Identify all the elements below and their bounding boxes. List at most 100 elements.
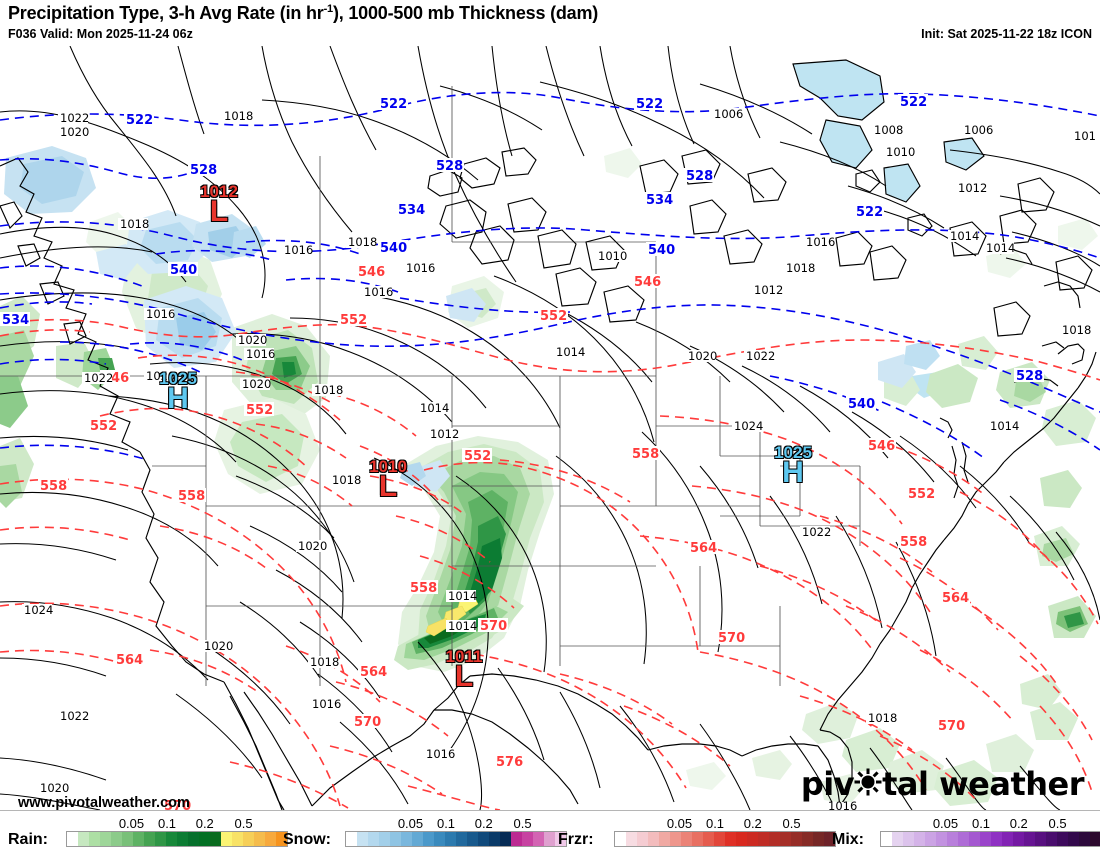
svg-text:546: 546 (868, 439, 895, 454)
legend-swatch (813, 832, 824, 846)
legend-tick-label: 0.1 (705, 816, 725, 831)
pivotal-weather-logo[interactable]: piv tal weather (801, 764, 1085, 804)
svg-text:1018: 1018 (120, 217, 149, 231)
legend-swatch (166, 832, 177, 846)
legend-swatches-frzr (614, 831, 836, 847)
svg-text:576: 576 (496, 755, 523, 770)
legend-swatch (177, 832, 188, 846)
website-url[interactable]: www.pivotalweather.com (18, 795, 190, 810)
svg-text:1010: 1010 (886, 145, 915, 159)
pressure-center-low-1012[interactable]: 1012 L (189, 183, 249, 227)
svg-text:1010: 1010 (598, 249, 627, 263)
legend-ticks-rain: 0.05 0.1 0.2 0.5 (66, 816, 288, 832)
svg-text:1018: 1018 (348, 235, 377, 249)
legend-group-rain: Rain: 0.05 0.1 0.2 0.5 (8, 811, 288, 851)
svg-text:1016: 1016 (806, 235, 835, 249)
legend-swatch (111, 832, 122, 846)
legend-swatch (925, 832, 936, 846)
legend-swatch (122, 832, 133, 846)
legend-swatch (1090, 832, 1100, 846)
coastlines (0, 59, 1097, 810)
legend-swatch (544, 832, 555, 846)
svg-text:522: 522 (856, 205, 883, 220)
svg-text:1022: 1022 (60, 111, 89, 125)
legend-swatch (626, 832, 637, 846)
logo-text-post: tal weather (882, 765, 1084, 803)
legend-tick-label: 0.05 (397, 816, 424, 831)
pressure-center-high-1025-west[interactable]: 1025 H (148, 370, 208, 414)
svg-text:1016: 1016 (364, 285, 393, 299)
pressure-center-high-1025-east[interactable]: 1025 H (763, 444, 823, 488)
legend-tick-label: 0.5 (1048, 816, 1067, 831)
svg-text:1016: 1016 (246, 347, 275, 361)
svg-text:528: 528 (1016, 369, 1043, 384)
svg-text:522: 522 (380, 97, 407, 112)
legend-swatch (467, 832, 478, 846)
legend-swatch (390, 832, 401, 846)
map-canvas[interactable]: 522 522 522 522 522 528 528 528 528 534 … (0, 46, 1100, 810)
svg-text:528: 528 (686, 169, 713, 184)
legend-swatch (412, 832, 423, 846)
legend-swatch (1035, 832, 1046, 846)
mslp-isobars (0, 46, 1100, 810)
svg-text:558: 558 (410, 581, 437, 596)
legend-label-rain: Rain: (8, 831, 48, 848)
legend-swatch (133, 832, 144, 846)
svg-text:1018: 1018 (1062, 323, 1091, 337)
legend-swatch (188, 832, 199, 846)
legend-swatch (210, 832, 221, 846)
svg-text:1014: 1014 (448, 589, 477, 603)
svg-text:1016: 1016 (146, 307, 175, 321)
pressure-center-low-1011[interactable]: 1011 L (434, 648, 494, 692)
legend-tick-label: 0.5 (513, 816, 532, 831)
svg-text:570: 570 (718, 631, 745, 646)
svg-text:1024: 1024 (24, 603, 53, 617)
legend-tick-label: 0.2 (195, 816, 214, 831)
legend-swatch (670, 832, 681, 846)
legend-swatch (144, 832, 155, 846)
sun-gear-icon (854, 768, 882, 796)
legend-swatch (511, 832, 522, 846)
map-graphics: 522 522 522 522 522 528 528 528 528 534 … (0, 46, 1100, 810)
legend-swatch (1057, 832, 1068, 846)
pressure-center-low-1010[interactable]: 1010 L (358, 458, 418, 502)
svg-text:522: 522 (900, 95, 927, 110)
svg-text:1014: 1014 (556, 345, 585, 359)
legend-swatch (434, 832, 445, 846)
title-main: Precipitation Type, 3-h Avg Rate (in hr (8, 3, 324, 23)
legend-swatch (199, 832, 210, 846)
pressure-value: 1010 (369, 457, 408, 476)
legend-swatch (500, 832, 511, 846)
svg-text:552: 552 (246, 403, 273, 418)
svg-text:564: 564 (942, 591, 969, 606)
svg-text:522: 522 (126, 113, 153, 128)
legend-swatch (555, 832, 566, 846)
svg-text:540: 540 (848, 397, 875, 412)
legend-swatch (346, 832, 357, 846)
legend-label-snow: Snow: (283, 831, 331, 848)
legend-group-frzr: Frzr: 0.05 0.1 0.2 0.5 (558, 811, 836, 851)
svg-text:1018: 1018 (310, 655, 339, 669)
svg-text:1024: 1024 (734, 419, 763, 433)
legend-swatch (725, 832, 736, 846)
legend-swatch (489, 832, 500, 846)
svg-text:552: 552 (340, 313, 367, 328)
legend-swatch (423, 832, 434, 846)
svg-text:1014: 1014 (950, 229, 979, 243)
legend-label-mix: Mix: (832, 831, 864, 848)
legend-tick-label: 0.1 (436, 816, 456, 831)
legend-tick-label: 0.05 (666, 816, 693, 831)
svg-text:1022: 1022 (802, 525, 831, 539)
legend-tick-label: 0.5 (782, 816, 801, 831)
thickness-contours-cold (0, 91, 1100, 461)
svg-text:1022: 1022 (60, 709, 89, 723)
page-title: Precipitation Type, 3-h Avg Rate (in hr-… (8, 3, 598, 24)
pressure-symbol: H (167, 382, 190, 415)
legend-tick-label: 0.2 (743, 816, 762, 831)
legend-swatch (357, 832, 368, 846)
legend-tick-label: 0.5 (234, 816, 253, 831)
header-bar: Precipitation Type, 3-h Avg Rate (in hr-… (0, 0, 1100, 46)
svg-text:1020: 1020 (238, 333, 267, 347)
legend-tick-label: 0.05 (118, 816, 145, 831)
